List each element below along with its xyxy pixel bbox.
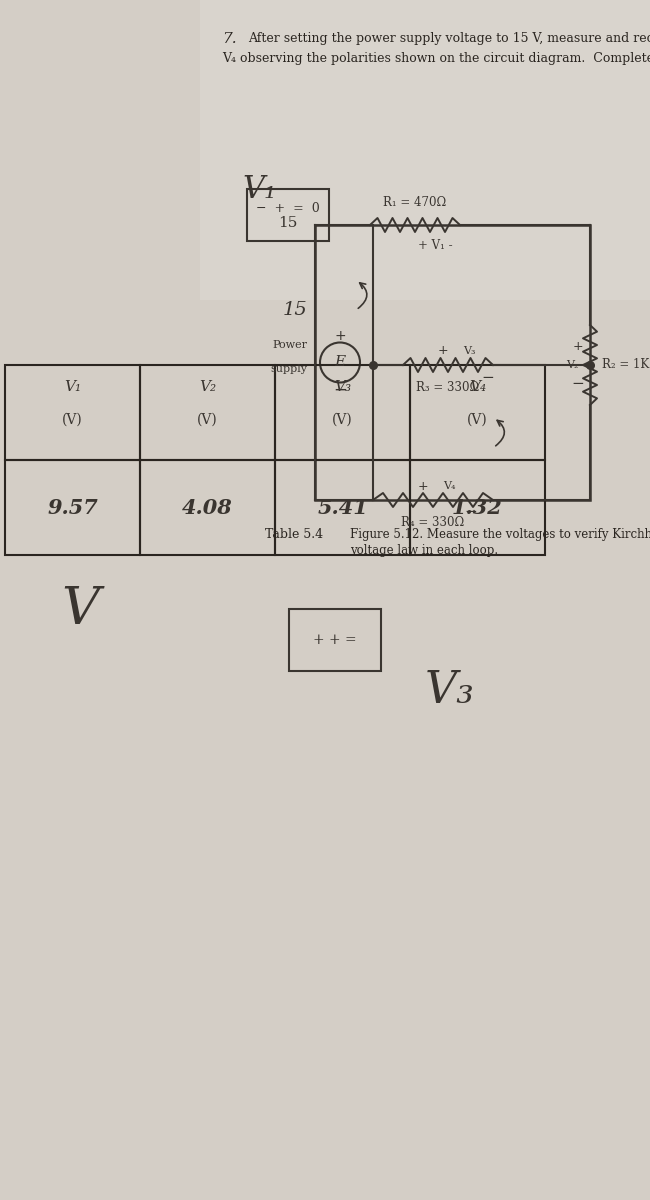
Text: +: + xyxy=(573,341,583,354)
Text: 9.57: 9.57 xyxy=(47,498,98,517)
Text: −: − xyxy=(482,370,495,384)
Text: V₄: V₄ xyxy=(443,481,456,491)
Text: (V): (V) xyxy=(332,413,353,427)
Text: V₁: V₁ xyxy=(64,380,81,394)
Text: voltage law in each loop.: voltage law in each loop. xyxy=(350,544,498,557)
Text: 7.: 7. xyxy=(222,32,237,46)
Text: supply: supply xyxy=(270,365,307,374)
Text: V₃: V₃ xyxy=(463,346,476,356)
Text: (V): (V) xyxy=(197,413,218,427)
Text: V₂: V₂ xyxy=(566,360,578,370)
Text: V: V xyxy=(61,584,99,636)
Text: V₃: V₃ xyxy=(334,380,351,394)
Text: V₄: V₄ xyxy=(469,380,486,394)
Text: R₃ = 330Ω: R₃ = 330Ω xyxy=(417,382,480,394)
Bar xyxy=(200,0,650,300)
Text: −: − xyxy=(571,376,584,390)
Text: R₂ = 1KΩ: R₂ = 1KΩ xyxy=(602,359,650,372)
Text: 15: 15 xyxy=(283,301,307,319)
Text: Figure 5.12. Measure the voltages to verify Kirchhoff's: Figure 5.12. Measure the voltages to ver… xyxy=(350,528,650,541)
Text: 15: 15 xyxy=(278,216,298,230)
Text: −: − xyxy=(465,504,477,520)
Text: +: + xyxy=(437,344,448,358)
Text: + V₁ -: + V₁ - xyxy=(418,239,452,252)
Text: V₃: V₃ xyxy=(425,668,475,712)
Text: After setting the power supply voltage to 15 V, measure and record the voltages : After setting the power supply voltage t… xyxy=(248,32,650,44)
Text: −  +  =  0: − + = 0 xyxy=(256,203,320,216)
Text: 1.32: 1.32 xyxy=(452,498,503,517)
Text: +: + xyxy=(334,329,346,342)
Text: R₁ = 470Ω: R₁ = 470Ω xyxy=(384,196,447,209)
Text: 4.08: 4.08 xyxy=(182,498,233,517)
Text: + + =: + + = xyxy=(313,634,357,647)
Text: R₄ = 330Ω: R₄ = 330Ω xyxy=(402,516,465,529)
Text: +: + xyxy=(418,480,428,492)
Text: V₂: V₂ xyxy=(199,380,216,394)
Text: Power: Power xyxy=(272,341,307,350)
Text: E: E xyxy=(335,355,346,370)
Text: −: − xyxy=(333,380,347,398)
Text: V₁: V₁ xyxy=(243,174,277,205)
Text: V₄ observing the polarities shown on the circuit diagram.  Complete Table 5.4.: V₄ observing the polarities shown on the… xyxy=(222,52,650,65)
Text: (V): (V) xyxy=(467,413,488,427)
Text: (V): (V) xyxy=(62,413,83,427)
Text: Table 5.4: Table 5.4 xyxy=(265,528,323,541)
Text: 5.41: 5.41 xyxy=(317,498,368,517)
